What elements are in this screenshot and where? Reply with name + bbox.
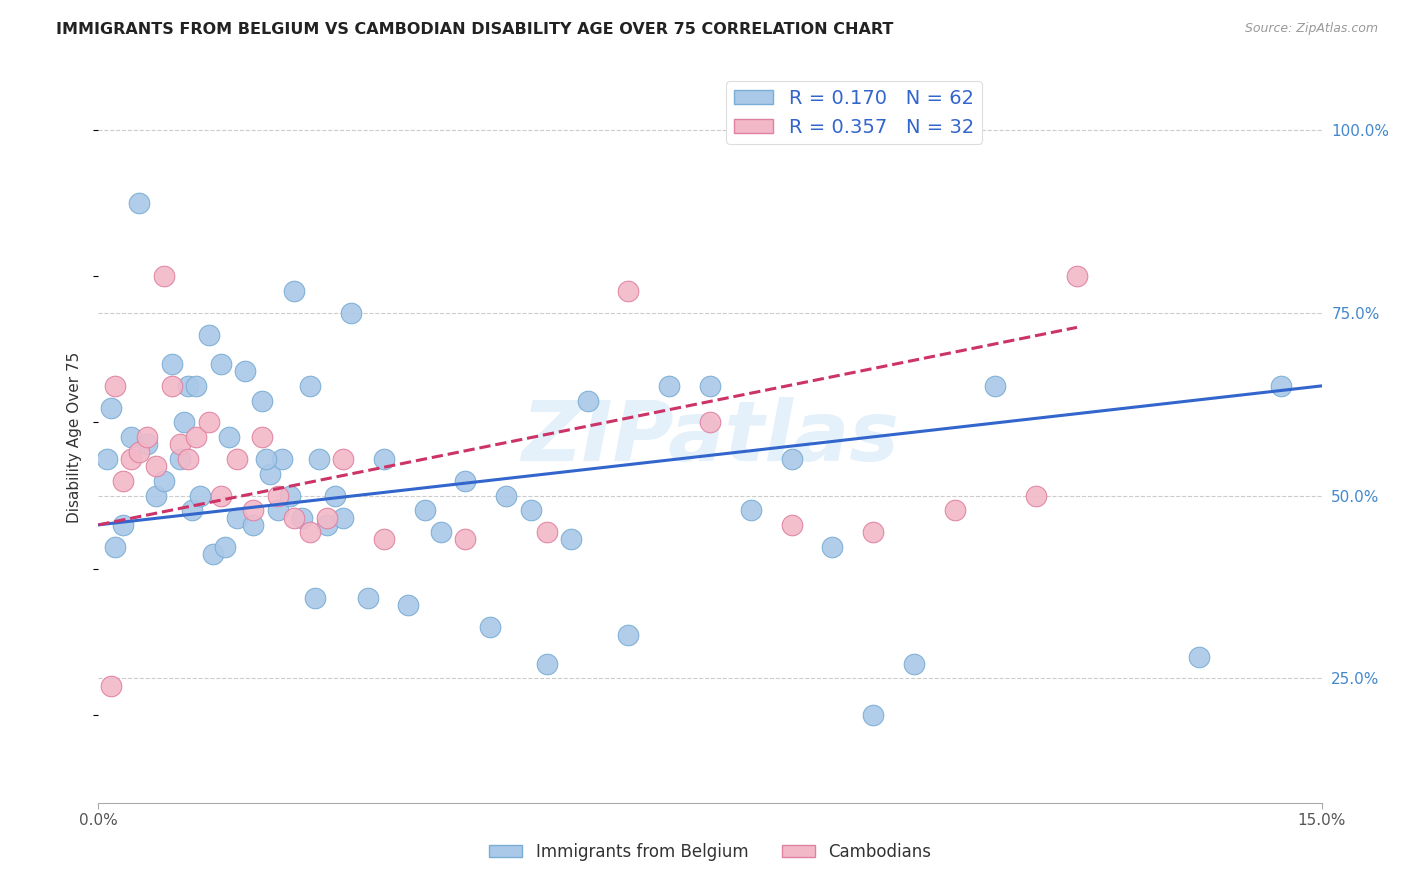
Point <box>495 489 517 503</box>
Text: ZIPatlas: ZIPatlas <box>522 397 898 477</box>
Point <box>120 452 142 467</box>
Point <box>173 416 195 430</box>
Point <box>454 474 477 488</box>
Point <box>104 540 127 554</box>
Y-axis label: Disability Age Over 75: Disability Age Over 75 <box>67 351 83 523</box>
Point <box>373 452 395 467</box>
Point <box>576 393 599 408</box>
Point <box>145 459 167 474</box>
Point <box>658 379 681 393</box>
Point <box>250 430 273 444</box>
Point <box>536 525 558 540</box>
Point <box>332 452 354 467</box>
Point <box>1188 649 1211 664</box>
Point <box>267 503 290 517</box>
Point <box>943 503 966 517</box>
Point <box>699 379 721 393</box>
Point <box>299 525 322 540</box>
Point <box>177 452 200 467</box>
Point <box>250 393 273 408</box>
Point <box>104 379 127 393</box>
Point <box>152 474 174 488</box>
Point <box>120 430 142 444</box>
Text: IMMIGRANTS FROM BELGIUM VS CAMBODIAN DISABILITY AGE OVER 75 CORRELATION CHART: IMMIGRANTS FROM BELGIUM VS CAMBODIAN DIS… <box>56 22 894 37</box>
Point <box>373 533 395 547</box>
Point <box>780 452 803 467</box>
Point <box>430 525 453 540</box>
Point <box>617 627 640 641</box>
Point <box>413 503 436 517</box>
Point <box>270 452 294 467</box>
Point <box>233 364 256 378</box>
Point <box>186 379 208 393</box>
Point <box>96 452 118 467</box>
Point <box>862 525 884 540</box>
Point <box>396 599 419 613</box>
Point <box>188 489 212 503</box>
Point <box>111 474 134 488</box>
Point <box>283 510 305 524</box>
Point <box>242 517 264 532</box>
Point <box>181 503 204 517</box>
Point <box>903 657 925 671</box>
Point <box>254 452 277 467</box>
Point <box>278 489 301 503</box>
Point <box>128 444 150 458</box>
Point <box>169 437 191 451</box>
Point <box>197 327 219 342</box>
Point <box>454 533 477 547</box>
Point <box>128 196 150 211</box>
Legend: Immigrants from Belgium, Cambodians: Immigrants from Belgium, Cambodians <box>482 837 938 868</box>
Point <box>201 547 224 561</box>
Point <box>111 517 134 532</box>
Point <box>340 306 363 320</box>
Point <box>186 430 208 444</box>
Point <box>100 679 122 693</box>
Point <box>617 284 640 298</box>
Point <box>1270 379 1292 393</box>
Point <box>160 357 183 371</box>
Point <box>536 657 558 671</box>
Point <box>740 503 762 517</box>
Point <box>1025 489 1047 503</box>
Point <box>197 416 219 430</box>
Point <box>136 437 159 451</box>
Point <box>226 452 249 467</box>
Point <box>1066 269 1088 284</box>
Text: Source: ZipAtlas.com: Source: ZipAtlas.com <box>1244 22 1378 36</box>
Point <box>308 452 330 467</box>
Point <box>218 430 240 444</box>
Point <box>209 357 232 371</box>
Point <box>699 416 721 430</box>
Point <box>152 269 174 284</box>
Point <box>315 510 337 524</box>
Point <box>478 620 501 634</box>
Point <box>177 379 200 393</box>
Point <box>984 379 1007 393</box>
Point <box>780 517 803 532</box>
Point <box>356 591 378 605</box>
Point <box>267 489 290 503</box>
Point <box>209 489 232 503</box>
Point <box>862 708 884 723</box>
Point <box>242 503 264 517</box>
Point <box>291 510 314 524</box>
Point <box>226 510 249 524</box>
Point <box>315 517 337 532</box>
Point <box>169 452 191 467</box>
Point <box>160 379 183 393</box>
Point <box>332 510 354 524</box>
Point <box>304 591 326 605</box>
Point <box>519 503 541 517</box>
Point <box>259 467 281 481</box>
Point <box>136 430 159 444</box>
Point <box>283 284 305 298</box>
Point <box>299 379 322 393</box>
Point <box>100 401 122 415</box>
Point <box>560 533 582 547</box>
Point <box>323 489 346 503</box>
Point <box>145 489 167 503</box>
Point <box>821 540 844 554</box>
Point <box>214 540 236 554</box>
